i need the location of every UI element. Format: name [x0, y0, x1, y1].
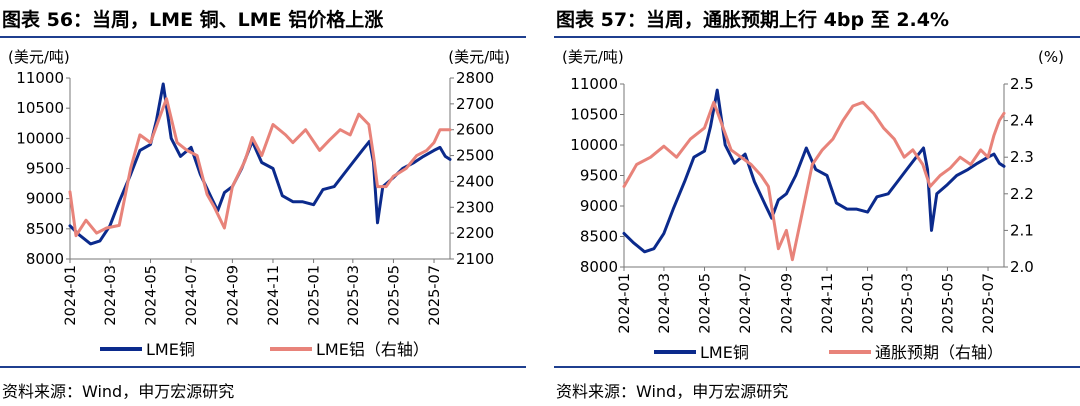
chart-title: 图表 57：当周，通胀预期上行 4bp 至 2.4%	[556, 9, 950, 31]
right-tick-label: 2.3	[1010, 148, 1034, 166]
left-tick-label: 9000	[580, 197, 618, 215]
x-tick-label: 2025-07	[981, 273, 997, 334]
x-tick-label: 2025-03	[900, 273, 916, 334]
right-axis-unit: (%)	[1038, 48, 1064, 66]
x-tick-label: 2024-01	[63, 265, 79, 326]
left-tick-label: 9500	[26, 160, 64, 178]
left-tick-label: 10000	[16, 129, 64, 147]
right-tick-label: 2400	[456, 172, 494, 190]
right-tick-label: 2500	[456, 147, 494, 165]
chart-panel-copper-aluminum: 图表 56：当周，LME 铜、LME 铝价格上涨 (美元/吨) (美元/吨) 800…	[0, 0, 526, 406]
left-axis-unit: (美元/吨)	[562, 48, 624, 66]
x-tick-label: 2024-11	[266, 265, 282, 326]
legend-label: LME铝（右轴）	[316, 340, 429, 359]
left-tick-label: 9000	[26, 190, 64, 208]
legend-label: LME铜	[146, 340, 195, 359]
x-tick-label: 2024-03	[657, 273, 673, 334]
right-tick-label: 2.4	[1010, 112, 1034, 130]
line-chart-copper-aluminum: (美元/吨) (美元/吨) 8000 8500 9000 9500 10000 10500 11…	[8, 48, 510, 359]
series-line-copper	[622, 88, 1006, 254]
title-divider	[554, 36, 1080, 38]
chart-title: 图表 56：当周，LME 铜、LME 铝价格上涨	[2, 9, 384, 31]
right-tick-label: 2.2	[1010, 185, 1034, 203]
source-note: 资料来源：Wind，申万宏源研究	[2, 382, 235, 401]
x-tick-label: 2025-05	[386, 265, 402, 326]
left-tick-label: 8500	[580, 228, 618, 246]
series-line-copper	[68, 82, 452, 246]
left-tick-label: 9500	[580, 167, 618, 185]
right-tick-label: 2600	[456, 121, 494, 139]
legend-label: LME铜	[700, 343, 749, 362]
right-tick-label: 2800	[456, 69, 494, 87]
left-tick-label: 8000	[26, 250, 64, 268]
bottom-divider	[554, 366, 1080, 368]
right-tick-label: 2.0	[1010, 258, 1034, 276]
x-tick-label: 2024-03	[103, 265, 119, 326]
series-line-right-axis	[68, 97, 452, 238]
left-tick-label: 10500	[570, 106, 618, 124]
line-chart-copper-inflation: (美元/吨) (%) 8000 8500 9000 9500 10000 10500 11000…	[562, 48, 1064, 362]
right-tick-label: 2100	[456, 250, 494, 268]
right-tick-label: 2.5	[1010, 75, 1034, 93]
left-tick-label: 8500	[26, 220, 64, 238]
x-tick-label: 2025-01	[861, 273, 877, 334]
series-line-right-axis	[622, 100, 1006, 262]
x-tick-label: 2025-07	[427, 265, 443, 326]
x-tick-label: 2025-05	[940, 273, 956, 334]
x-tick-label: 2024-09	[225, 265, 241, 326]
right-tick-label: 2200	[456, 224, 494, 242]
x-tick-label: 2024-07	[184, 265, 200, 326]
right-tick-label: 2700	[456, 95, 494, 113]
left-tick-label: 8000	[580, 258, 618, 276]
right-tick-label: 2300	[456, 198, 494, 216]
right-axis-unit: (美元/吨)	[448, 48, 510, 66]
title-divider	[0, 36, 526, 38]
x-tick-label: 2025-01	[307, 265, 323, 326]
source-note: 资料来源：Wind，申万宏源研究	[556, 382, 789, 401]
left-tick-label: 10500	[16, 99, 64, 117]
left-tick-label: 11000	[16, 69, 64, 87]
x-tick-label: 2024-05	[698, 273, 714, 334]
left-tick-label: 11000	[570, 75, 618, 93]
x-tick-label: 2025-03	[346, 265, 362, 326]
x-tick-label: 2024-09	[779, 273, 795, 334]
x-tick-label: 2024-01	[617, 273, 633, 334]
x-tick-label: 2024-05	[144, 265, 160, 326]
bottom-divider	[0, 366, 526, 368]
left-tick-label: 10000	[570, 136, 618, 154]
right-tick-label: 2.1	[1010, 221, 1034, 239]
x-tick-label: 2024-07	[738, 273, 754, 334]
chart-panel-copper-inflation: 图表 57：当周，通胀预期上行 4bp 至 2.4% (美元/吨) (%) 8000…	[554, 0, 1080, 406]
legend-label: 通胀预期（右轴）	[875, 343, 1003, 362]
left-axis-unit: (美元/吨)	[8, 48, 70, 66]
x-tick-label: 2024-11	[820, 273, 836, 334]
